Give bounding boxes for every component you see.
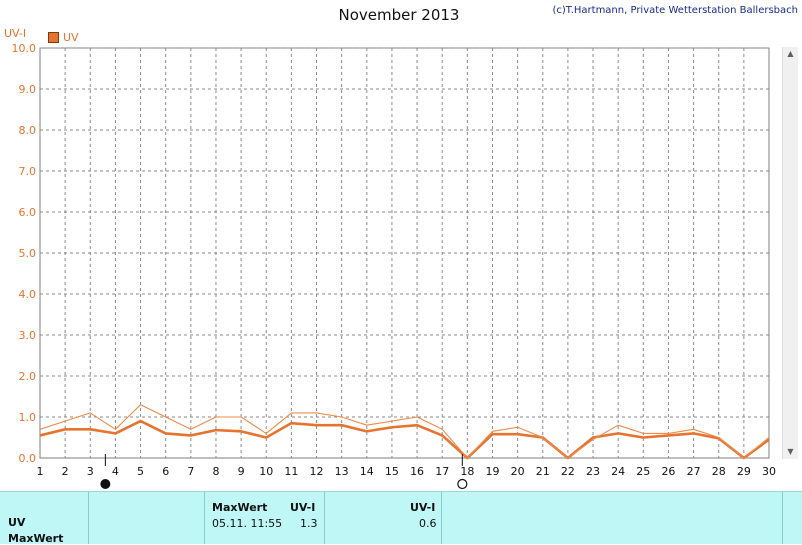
x-tick-label: 19: [485, 465, 499, 478]
y-tick-label: 6.0: [19, 206, 37, 219]
x-tick-label: 8: [212, 465, 219, 478]
copyright-text: (c)T.Hartmann, Private Wetterstation Bal…: [552, 5, 798, 16]
x-tick-label: 4: [112, 465, 119, 478]
series-line-average: [39, 419, 770, 460]
y-tick-label: 10.0: [12, 42, 37, 55]
x-tick-label: 28: [712, 465, 726, 478]
x-tick-label: 7: [187, 465, 194, 478]
y-tick-label: 3.0: [19, 329, 37, 342]
uv-line-chart: 0.01.02.03.04.05.06.07.08.09.010.01 2 3 4 5 6…: [12, 42, 776, 490]
vertical-scrollbar[interactable]: ▲ ▼: [782, 47, 798, 459]
panel-column-empty: [88, 492, 205, 544]
x-tick-label: 10: [259, 465, 273, 478]
x-tick-label: 20: [511, 465, 525, 478]
x-tick-label: 16: [410, 465, 424, 478]
y-tick-label: 5.0: [19, 247, 37, 260]
max-time: 05.11. 11:55: [212, 517, 283, 530]
max-unit-header: UV-I: [290, 501, 316, 514]
y-tick-label: 0.0: [19, 452, 37, 465]
panel-row-maxwert-label: MaxWert: [8, 532, 64, 545]
max-header: MaxWert: [212, 501, 268, 514]
x-tick-label: 12: [310, 465, 324, 478]
summary-panel: UV MaxWert MaxWert UV-I 05.11. 11:55 1.3…: [0, 491, 802, 545]
x-tick-label: 22: [561, 465, 575, 478]
x-tick-label: 29: [737, 465, 751, 478]
x-tick-label: 17: [435, 465, 449, 478]
legend[interactable]: UV: [48, 31, 79, 44]
panel-row-uv-label: UV: [8, 516, 26, 529]
new-moon-icon: [100, 479, 111, 489]
y-tick-label: 8.0: [19, 124, 37, 137]
y-tick-label: 9.0: [19, 83, 37, 96]
x-tick-label: 30: [762, 465, 776, 478]
x-tick-label: 3: [87, 465, 94, 478]
scroll-up-arrow-icon[interactable]: ▲: [783, 47, 798, 61]
x-tick-label: 1: [37, 465, 44, 478]
x-tick-label: 25: [636, 465, 650, 478]
legend-label-uv: UV: [63, 31, 79, 44]
scroll-down-arrow-icon[interactable]: ▼: [783, 445, 798, 459]
x-tick-label: 27: [687, 465, 701, 478]
x-tick-label: 26: [661, 465, 675, 478]
panel-column-labels: UV MaxWert: [0, 492, 89, 545]
panel-column-average: UV-I 0.6: [324, 492, 442, 544]
x-tick-label: 24: [611, 465, 625, 478]
chart-title: November 2013: [338, 6, 460, 24]
y-tick-label: 1.0: [19, 411, 37, 424]
x-tick-label: 11: [284, 465, 298, 478]
x-tick-label: 2: [62, 465, 69, 478]
x-tick-label: 18: [460, 465, 474, 478]
panel-column-blank: [441, 492, 783, 544]
y-tick-label: 2.0: [19, 370, 37, 383]
y-tick-label: 7.0: [19, 165, 37, 178]
x-tick-label: 21: [536, 465, 550, 478]
series-line-maximum: [39, 404, 770, 459]
panel-column-max: MaxWert UV-I 05.11. 11:55 1.3: [204, 492, 325, 544]
x-tick-label: 14: [360, 465, 374, 478]
y-tick-label: 4.0: [19, 288, 37, 301]
avg-unit-header: UV-I: [410, 501, 436, 514]
x-tick-label: 5: [137, 465, 144, 478]
full-moon-icon: [457, 478, 468, 490]
avg-value: 0.6: [419, 517, 437, 530]
max-value: 1.3: [300, 517, 318, 530]
x-tick-label: 13: [335, 465, 349, 478]
x-tick-label: 23: [586, 465, 600, 478]
y-axis-unit-label: UV-I: [4, 27, 27, 40]
x-tick-label: 6: [162, 465, 169, 478]
x-tick-label: 9: [238, 465, 245, 478]
legend-swatch-uv: [48, 32, 59, 43]
x-tick-label: 15: [385, 465, 399, 478]
